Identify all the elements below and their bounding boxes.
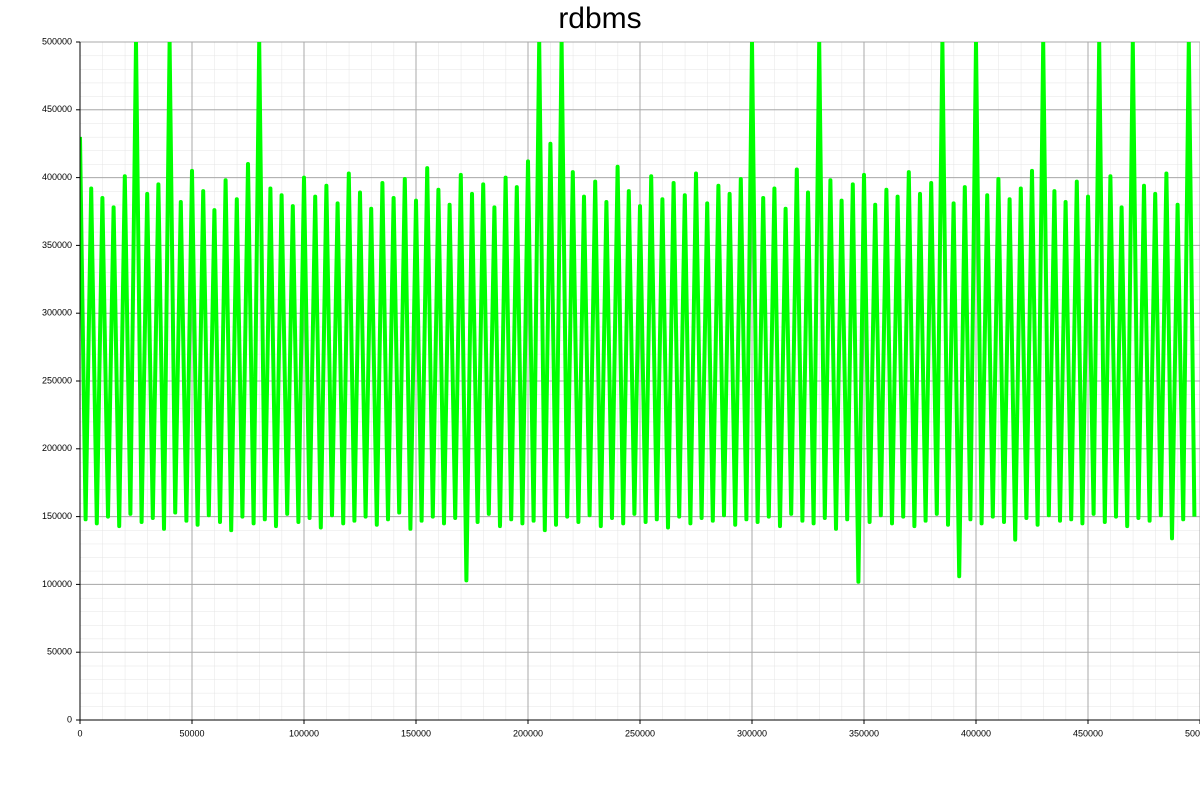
x-tick-label: 450000 (1073, 728, 1103, 738)
x-tick-label: 350000 (849, 728, 879, 738)
y-tick-label: 0 (67, 714, 72, 724)
x-tick-label: 300000 (737, 728, 767, 738)
y-tick-label: 400000 (42, 172, 72, 182)
x-tick-label: 200000 (513, 728, 543, 738)
y-tick-label: 200000 (42, 443, 72, 453)
x-tick-label: 250000 (625, 728, 655, 738)
y-tick-label: 250000 (42, 375, 72, 385)
y-tick-label: 100000 (42, 579, 72, 589)
x-tick-label: 100000 (289, 728, 319, 738)
y-tick-label: 150000 (42, 511, 72, 521)
y-tick-label: 300000 (42, 308, 72, 318)
x-tick-label: 0 (77, 728, 82, 738)
x-tick-label: 500000 (1185, 728, 1200, 738)
data-line (80, 42, 1197, 584)
x-tick-label: 400000 (961, 728, 991, 738)
chart-title: rdbms (558, 2, 641, 35)
y-tick-label: 450000 (42, 104, 72, 114)
x-tick-label: 150000 (401, 728, 431, 738)
x-tick-label: 50000 (179, 728, 204, 738)
y-tick-label: 50000 (47, 647, 72, 657)
y-tick-label: 350000 (42, 240, 72, 250)
y-tick-label: 500000 (42, 36, 72, 46)
